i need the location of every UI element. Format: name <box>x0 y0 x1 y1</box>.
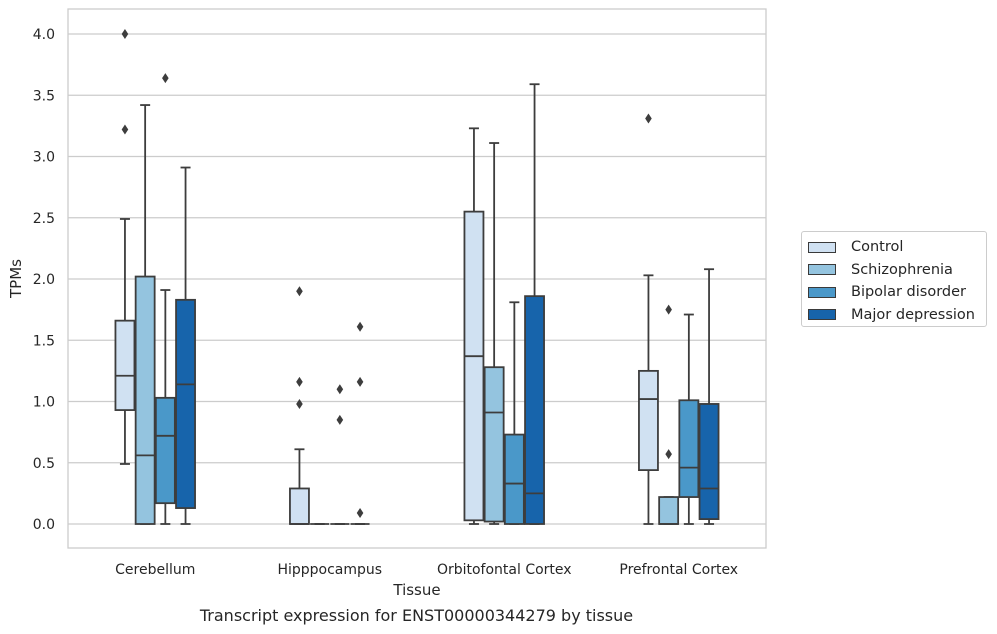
box-control <box>463 127 485 525</box>
outlier-point <box>336 414 344 425</box>
x-tick-label: Orbitofontal Cortex <box>437 562 572 578</box>
legend-item-control: Control <box>808 236 986 259</box>
y-tick-label: 2.5 <box>33 211 55 227</box>
box-body <box>289 487 310 525</box>
legend-label-control: Control <box>851 239 904 256</box>
plot-frame <box>67 8 767 549</box>
legend-label-major-depression: Major depression <box>851 306 975 323</box>
x-axis-title: Tissue <box>392 581 440 599</box>
outlier-point <box>645 113 652 124</box>
box-major-depression <box>524 83 545 525</box>
x-tick-label: Hipppocampus <box>277 562 382 578</box>
box-major-depression <box>698 268 720 525</box>
y-tick-label: 3.5 <box>33 88 55 104</box>
box-body <box>463 210 485 522</box>
y-tick-label: 2.0 <box>33 272 55 288</box>
box-body <box>154 396 176 505</box>
box-major-depression <box>175 166 196 525</box>
y-tick-label: 4.0 <box>33 27 55 43</box>
x-tick-label: Prefrontal Cortex <box>619 562 738 578</box>
outlier-point <box>665 449 672 460</box>
box-control <box>114 29 136 465</box>
outlier-point <box>665 304 672 315</box>
legend-swatch-major-depression <box>808 309 836 321</box>
y-tick-label: 0.5 <box>33 456 55 472</box>
box-body <box>503 433 525 525</box>
outlier-point <box>296 398 303 409</box>
outlier-point <box>336 384 344 395</box>
box-body <box>698 403 720 521</box>
x-axis: Cerebellum Hipppocampus Orbitofontal Corte… <box>115 562 738 578</box>
legend-swatch-bipolar-disorder <box>808 286 836 298</box>
y-tick-label: 1.0 <box>33 395 55 411</box>
box-body <box>175 298 196 509</box>
box-bipolar-disorder <box>678 313 700 525</box>
outlier-point <box>121 124 129 135</box>
box-major-depression <box>350 321 370 525</box>
box-body <box>134 275 156 525</box>
plot-area <box>114 29 720 525</box>
legend-swatch-schizophrenia <box>808 264 836 276</box>
legend: Control Schizophrenia Bipolar disorder M… <box>801 231 987 327</box>
legend-item-bipolar-disorder: Bipolar disorder <box>808 281 986 304</box>
outlier-point <box>162 73 169 84</box>
y-tick-label: 3.0 <box>33 150 55 166</box>
y-tick-label: 1.5 <box>33 333 55 349</box>
chart-caption: Transcript expression for ENST0000034427… <box>199 606 634 625</box>
box-schizophrenia <box>658 304 680 525</box>
y-tick-label: 0.0 <box>33 517 55 533</box>
box-body <box>114 319 136 411</box>
outlier-point <box>356 376 364 387</box>
x-tick-label: Cerebellum <box>115 562 195 578</box>
box-body <box>524 295 545 525</box>
y-axis-title: TPMs <box>7 259 25 299</box>
box-control <box>289 286 310 525</box>
outlier-point <box>121 29 129 39</box>
outlier-point <box>356 321 364 332</box>
box-body <box>678 399 700 498</box>
legend-label-schizophrenia: Schizophrenia <box>851 261 953 278</box>
outlier-point <box>356 507 364 518</box>
box-body <box>658 496 680 525</box>
box-control <box>638 113 659 525</box>
box-bipolar-disorder <box>154 73 176 525</box>
box-bipolar-disorder <box>503 301 525 525</box>
legend-item-schizophrenia: Schizophrenia <box>808 259 986 282</box>
box-schizophrenia <box>483 142 505 525</box>
box-bipolar-disorder <box>330 384 350 525</box>
box-body <box>638 369 659 471</box>
outlier-point <box>296 376 303 387</box>
legend-label-bipolar-disorder: Bipolar disorder <box>851 284 966 301</box>
box-body <box>483 366 505 523</box>
outlier-point <box>296 286 303 297</box>
legend-swatch-control <box>808 241 836 253</box>
legend-item-major-depression: Major depression <box>808 304 986 327</box>
y-axis: 0.0 0.5 1.0 1.5 2.0 2.5 3.0 3.5 4.0 <box>33 27 55 533</box>
box-schizophrenia <box>134 104 156 525</box>
